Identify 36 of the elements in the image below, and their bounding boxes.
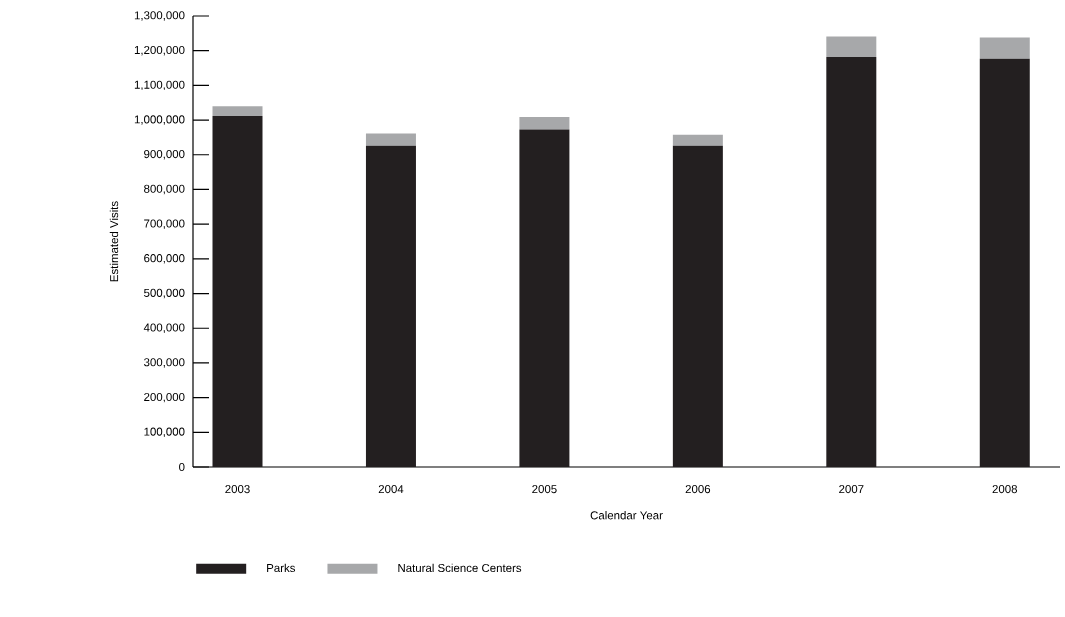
bar — [212, 106, 263, 116]
y-tick-label: 1,200,000 — [134, 45, 185, 56]
y-tick-label: 200,000 — [144, 392, 185, 403]
x-tick-label: 2006 — [685, 485, 711, 494]
x-tick-label: 2008 — [992, 485, 1018, 494]
bar — [212, 115, 263, 467]
bar — [519, 116, 570, 130]
y-tick-label: 900,000 — [144, 150, 185, 160]
bar — [826, 36, 877, 57]
y-tick-label: 400,000 — [143, 323, 185, 333]
y-tick-label: 800,000 — [144, 184, 185, 195]
x-tick-label: 2003 — [225, 485, 250, 494]
y-tick-label: 700,000 — [144, 219, 185, 229]
x-tick-label: 2005 — [532, 485, 557, 494]
y-tick-label: 1,300,000 — [134, 11, 185, 21]
x-axis-title: Calendar Year — [590, 510, 663, 520]
bar — [365, 145, 416, 467]
y-axis-title: Estimated Visits — [109, 201, 119, 282]
y-tick-label: 600,000 — [144, 254, 185, 264]
bar — [979, 37, 1030, 59]
legend-label: Natural Science Centers — [398, 563, 522, 573]
bar — [519, 129, 570, 467]
bar — [826, 56, 877, 467]
x-tick-label: 2004 — [378, 485, 404, 494]
y-tick-label: 100,000 — [144, 427, 185, 438]
y-tick-label: 1,000,000 — [134, 115, 185, 125]
legend-label: Parks — [267, 563, 296, 573]
bar — [672, 145, 723, 467]
y-tick-label: 500,000 — [144, 288, 185, 299]
bar — [979, 58, 1030, 467]
y-tick-label: 300,000 — [144, 358, 185, 368]
bar — [672, 134, 723, 146]
bar — [365, 133, 416, 146]
x-tick-label: 2007 — [839, 485, 864, 494]
y-tick-label: 1,100,000 — [134, 80, 185, 91]
y-tick-label: 0 — [179, 462, 185, 472]
